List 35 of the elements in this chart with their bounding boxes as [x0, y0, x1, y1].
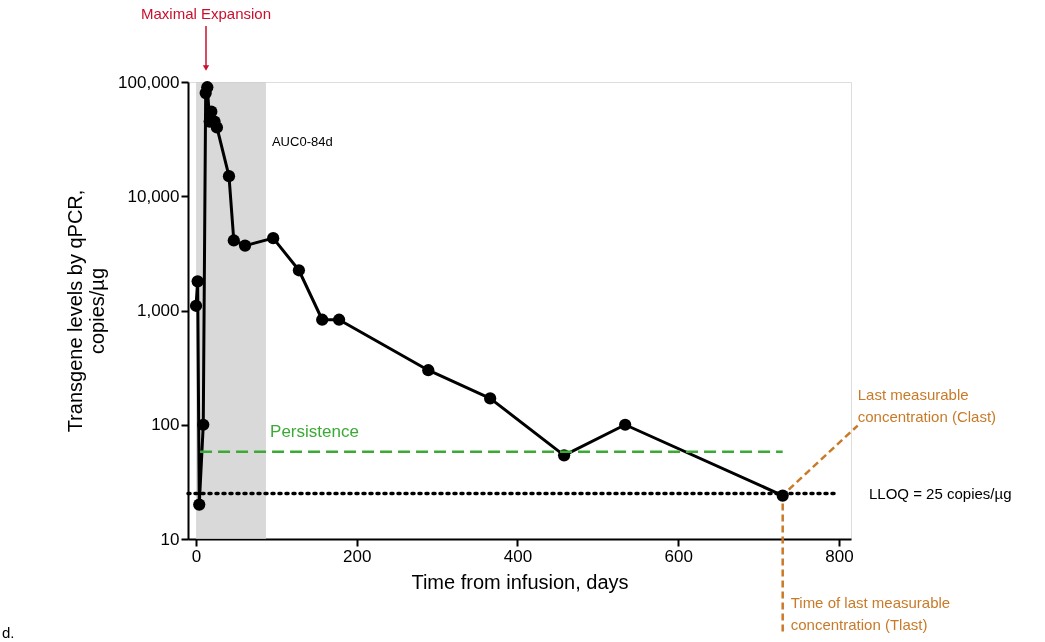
x-tick-label: 600 — [664, 546, 693, 566]
y-axis-title: Transgene levels by qPCR, copies/µg — [64, 189, 109, 433]
point — [619, 418, 632, 431]
band-label: AUC0-84d — [271, 134, 333, 149]
point — [189, 299, 203, 312]
y-tick-label: 10 — [160, 529, 180, 549]
point — [267, 232, 280, 245]
point — [484, 392, 497, 405]
point — [210, 121, 224, 134]
point — [292, 264, 306, 277]
x-tick-label: 800 — [825, 546, 854, 566]
point — [191, 275, 204, 288]
point — [197, 418, 210, 431]
ref-line-label: LLOQ = 25 copies/µg — [869, 484, 1012, 502]
annotation: Time of last measurable concentration (Tlast) — [790, 593, 951, 633]
point — [227, 234, 240, 247]
point — [316, 313, 329, 326]
y-tick-label: 1,000 — [136, 301, 180, 320]
x-axis-title: Time from infusion, days — [411, 570, 629, 593]
point — [776, 489, 789, 502]
x-tick-label: 200 — [343, 546, 372, 566]
y-tick-label: 100,000 — [118, 72, 180, 92]
x-tick-label: 400 — [503, 546, 533, 566]
text: Maximal Expansion — [140, 5, 272, 22]
y-tick-label: 10,000 — [127, 186, 180, 206]
point — [422, 364, 435, 377]
point — [222, 170, 236, 183]
point — [332, 313, 346, 326]
point — [238, 239, 252, 252]
x-tick-label: 0 — [191, 546, 202, 566]
series-label: Persistence — [270, 421, 359, 441]
y-tick-label: 100 — [151, 415, 180, 435]
text: d. — [2, 624, 15, 641]
annotation: Last measurable concentration (Clast) — [857, 385, 997, 425]
point — [193, 498, 206, 511]
